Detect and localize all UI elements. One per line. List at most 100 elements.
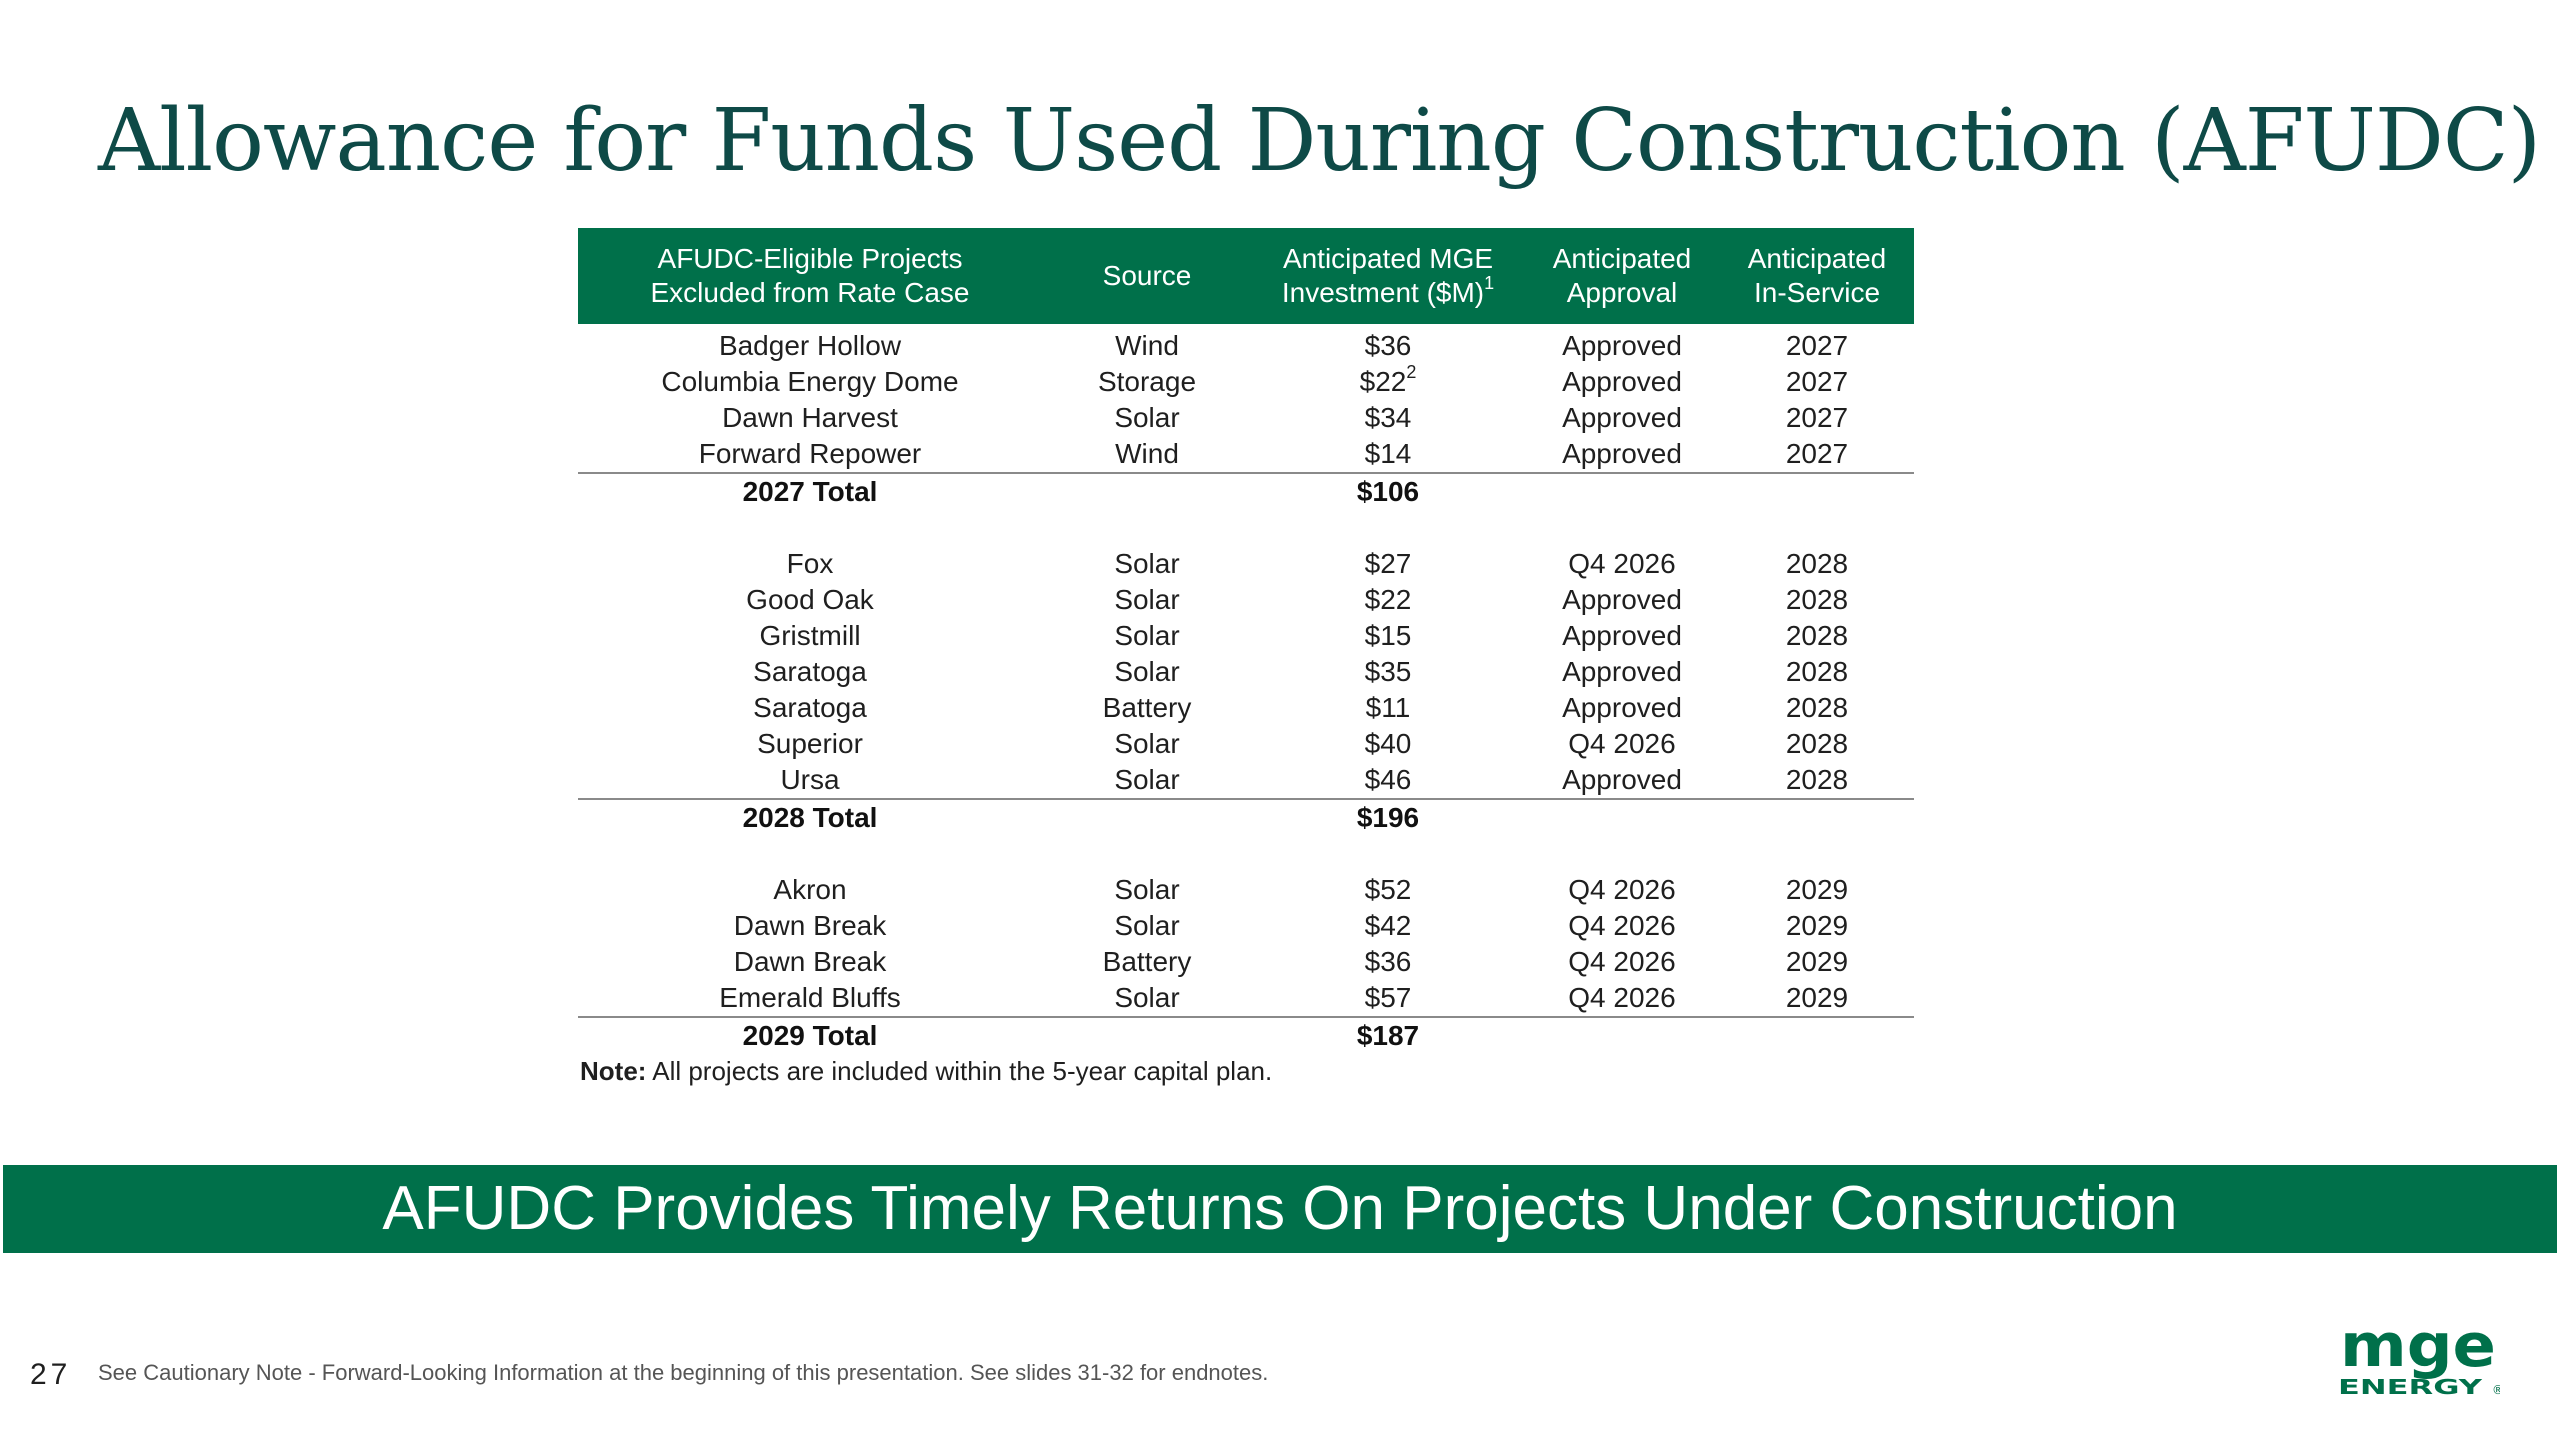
cell-in-service: 2027 <box>1785 402 1849 433</box>
table-row: Dawn Break Battery $36 Q4 2026 2029 <box>578 944 1914 980</box>
total-row: 2028 Total $196 <box>578 799 1914 836</box>
cell-project: Saratoga <box>753 656 867 687</box>
cell-source: Solar <box>1114 874 1180 905</box>
header-investment-endnote: 1 <box>1484 273 1495 293</box>
cell-approval: Approved <box>1562 330 1682 361</box>
footnote: See Cautionary Note - Forward-Looking In… <box>98 1360 1269 1385</box>
note-label: Note: <box>580 1056 647 1086</box>
banner: AFUDC Provides Timely Returns On Project… <box>3 1165 2557 1253</box>
cell-source: Solar <box>1114 548 1180 579</box>
cell-investment: $57 <box>1252 980 1524 1018</box>
table-body: Badger Hollow Wind $36 Approved 2027 Columbia… <box>578 324 1914 1054</box>
cell-source: Wind <box>1115 330 1179 361</box>
cell-project: Dawn Break <box>733 910 887 941</box>
cell-approval: Q4 2026 <box>1568 874 1676 905</box>
cell-source: Solar <box>1114 910 1180 941</box>
cell-in-service: 2029 <box>1785 874 1849 905</box>
total-row: 2027 Total $106 <box>578 473 1914 510</box>
table-row: Good Oak Solar $22 Approved 2028 <box>578 582 1914 618</box>
logo-wordmark: mge <box>2340 1322 2496 1381</box>
header-source: Source <box>1042 228 1252 324</box>
total-value: $106 <box>1356 476 1420 507</box>
cell-project: Superior <box>757 728 863 759</box>
table-row: Saratoga Solar $35 Approved 2028 <box>578 654 1914 690</box>
total-label: 2029 Total <box>742 1020 878 1051</box>
cell-approval: Approved <box>1562 402 1682 433</box>
total-row: 2029 Total $187 <box>578 1017 1914 1054</box>
table-row: Emerald Bluffs Solar $57 Q4 2026 2029 <box>578 980 1914 1018</box>
table-row: Forward Repower Wind $14 Approved 2027 <box>578 436 1914 474</box>
cell-in-service: 2028 <box>1785 692 1849 723</box>
investment-endnote: 2 <box>1406 362 1417 382</box>
cell-project: Saratoga <box>753 692 867 723</box>
cell-investment: $36 <box>1364 946 1412 977</box>
cell-project: Good Oak <box>746 584 874 615</box>
cell-source: Solar <box>1114 584 1180 615</box>
spacer-row <box>578 836 1914 872</box>
cell-investment: $14 <box>1252 436 1524 474</box>
table-row: Dawn Break Solar $42 Q4 2026 2029 <box>578 908 1914 944</box>
cell-project: Gristmill <box>759 620 861 651</box>
cell-in-service: 2028 <box>1785 656 1849 687</box>
table-row: Gristmill Solar $15 Approved 2028 <box>578 618 1914 654</box>
cell-source: Solar <box>1114 402 1180 433</box>
header-investment: Anticipated MGE Investment ($M)1 <box>1252 228 1524 324</box>
cell-investment: $40 <box>1364 728 1412 759</box>
total-value: $187 <box>1356 1020 1420 1051</box>
logo-subtext: ENERGY <box>2338 1375 2483 1399</box>
cell-project: Forward Repower <box>578 436 1042 474</box>
cell-investment: $222 <box>1359 362 1417 397</box>
total-label: 2027 Total <box>742 476 878 507</box>
cell-source: Battery <box>1102 946 1192 977</box>
cell-approval: Approved <box>1562 692 1682 723</box>
cell-source: Solar <box>1114 728 1180 759</box>
cell-source: Solar <box>1042 980 1252 1018</box>
cell-approval: Q4 2026 <box>1568 548 1676 579</box>
cell-in-service: 2028 <box>1720 762 1914 800</box>
page-title: Allowance for Funds Used During Construc… <box>98 91 2541 191</box>
cell-approval: Q4 2026 <box>1568 946 1676 977</box>
cell-in-service: 2027 <box>1785 330 1849 361</box>
cell-approval: Q4 2026 <box>1524 980 1720 1018</box>
mge-energy-logo: mge ENERGY ® <box>2338 1322 2500 1399</box>
cell-source: Solar <box>1042 762 1252 800</box>
cell-in-service: 2028 <box>1785 728 1849 759</box>
cell-approval: Approved <box>1562 656 1682 687</box>
note-text: All projects are included within the 5-y… <box>646 1056 1273 1086</box>
spacer-row <box>578 510 1914 546</box>
cell-project: Dawn Harvest <box>722 402 898 433</box>
cell-project: Ursa <box>578 762 1042 800</box>
cell-investment: $15 <box>1364 620 1412 651</box>
cell-source: Storage <box>1097 366 1197 397</box>
cell-investment: $42 <box>1364 910 1412 941</box>
cell-in-service: 2029 <box>1785 910 1849 941</box>
cell-in-service: 2029 <box>1720 980 1914 1018</box>
header-in-service: Anticipated In-Service <box>1720 228 1914 324</box>
table-row: Superior Solar $40 Q4 2026 2028 <box>578 726 1914 762</box>
cell-in-service: 2028 <box>1785 584 1849 615</box>
cell-approval: Approved <box>1524 762 1720 800</box>
header-project: AFUDC-Eligible Projects Excluded from Ra… <box>578 228 1042 324</box>
table-row: Saratoga Battery $11 Approved 2028 <box>578 690 1914 726</box>
cell-source: Battery <box>1102 692 1192 723</box>
cell-project: Akron <box>773 874 847 905</box>
afudc-table-container: AFUDC-Eligible Projects Excluded from Ra… <box>578 228 1914 1054</box>
cell-in-service: 2028 <box>1785 548 1849 579</box>
cell-investment: $34 <box>1364 402 1412 433</box>
cell-approval: Approved <box>1524 436 1720 474</box>
table-row: Ursa Solar $46 Approved 2028 <box>578 762 1914 800</box>
cell-investment: $46 <box>1252 762 1524 800</box>
cell-project: Dawn Break <box>733 946 887 977</box>
cell-approval: Q4 2026 <box>1568 728 1676 759</box>
cell-approval: Approved <box>1562 584 1682 615</box>
table-row: Akron Solar $52 Q4 2026 2029 <box>578 872 1914 908</box>
cell-in-service: 2027 <box>1785 366 1849 397</box>
table-row: Badger Hollow Wind $36 Approved 2027 <box>578 324 1914 364</box>
cell-project: Badger Hollow <box>718 330 902 361</box>
cell-investment: $27 <box>1364 548 1412 579</box>
cell-project: Fox <box>786 548 834 579</box>
total-value: $196 <box>1356 802 1420 833</box>
cell-approval: Q4 2026 <box>1568 910 1676 941</box>
table-row: Dawn Harvest Solar $34 Approved 2027 <box>578 400 1914 436</box>
cell-investment: $36 <box>1364 330 1412 361</box>
